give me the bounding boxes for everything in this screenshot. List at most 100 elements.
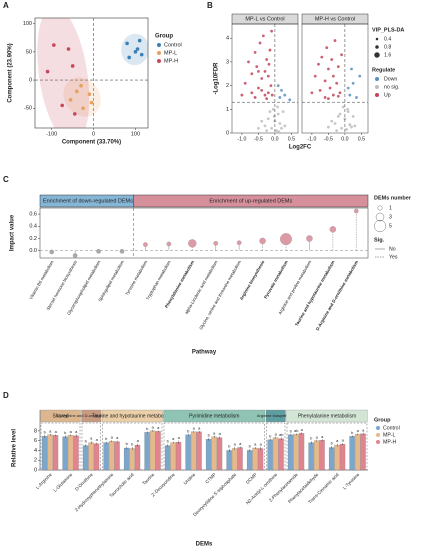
bar — [93, 443, 100, 471]
bar — [293, 434, 299, 471]
point — [135, 47, 140, 51]
y-tick-label: 0 — [226, 130, 229, 136]
legend-marker — [157, 59, 161, 63]
point — [257, 86, 260, 90]
x-tick-label: -100 — [46, 131, 57, 137]
bar — [216, 437, 223, 471]
lollipop-head — [306, 235, 313, 242]
point — [330, 58, 334, 61]
point — [250, 72, 254, 76]
point — [270, 29, 273, 33]
lollipop-head — [119, 248, 125, 254]
point — [327, 67, 330, 71]
point — [89, 100, 94, 105]
point — [351, 81, 355, 85]
bar — [170, 442, 176, 471]
legend-marker — [375, 93, 379, 97]
lollipop-head — [329, 226, 337, 233]
y-tick-label: 1 — [226, 107, 229, 113]
significance-letter: a — [213, 430, 216, 435]
legend-label: no sig. — [384, 84, 399, 90]
point — [125, 41, 129, 46]
significance-letter: b — [126, 441, 129, 446]
point — [346, 107, 349, 111]
y-tick-label: -50 — [24, 106, 32, 112]
y-tick-label: 100 — [23, 21, 32, 27]
significance-letter: b — [290, 428, 293, 433]
y-axis-label: -Log10FDR — [214, 62, 220, 95]
point — [338, 91, 342, 95]
bar — [231, 448, 238, 471]
point — [276, 105, 279, 109]
bar — [319, 440, 325, 471]
point — [345, 128, 348, 131]
significance-letter: a — [316, 434, 319, 439]
bar — [287, 434, 294, 471]
point — [333, 122, 337, 125]
point — [271, 107, 275, 111]
size-legend-marker — [375, 37, 379, 41]
point — [283, 93, 287, 97]
point — [330, 119, 334, 123]
point — [336, 115, 340, 118]
point — [348, 93, 352, 97]
point — [283, 124, 287, 128]
x-tick-label: 100 — [131, 131, 140, 137]
significance-letter: b — [228, 444, 231, 449]
size-legend-marker — [374, 52, 380, 58]
significance-letter: a — [321, 434, 324, 439]
point — [75, 89, 79, 94]
plot-clip — [37, 18, 148, 128]
point — [133, 50, 138, 54]
significance-letter: a — [55, 429, 58, 434]
point — [270, 126, 273, 130]
point — [270, 93, 274, 97]
x-tick-label: 0.0 — [341, 136, 348, 142]
point — [346, 110, 350, 114]
group-box — [102, 422, 163, 471]
x-tick-label: -0.5 — [254, 136, 263, 142]
lollipop-head — [259, 237, 266, 245]
legend-title: Sig. — [374, 237, 385, 243]
y-tick-label: 2 — [34, 458, 37, 464]
point — [87, 92, 92, 96]
significance-letter: a — [198, 425, 201, 430]
bar — [308, 442, 314, 471]
confidence-ellipse — [121, 33, 148, 66]
point — [343, 117, 347, 121]
significance-letter: a — [342, 438, 345, 443]
point — [323, 96, 327, 99]
x-tick-label: Taurine — [141, 472, 155, 486]
point — [247, 60, 250, 64]
significance-letter: a — [70, 429, 73, 434]
point — [68, 97, 73, 102]
point — [269, 84, 273, 88]
group-box — [40, 422, 81, 471]
legend-label: 1 — [389, 205, 392, 211]
point — [281, 110, 285, 114]
lollipop-head — [188, 239, 197, 248]
x-tick-label: 0 — [92, 131, 95, 137]
bar — [175, 442, 182, 471]
point — [348, 123, 352, 127]
bar — [52, 435, 59, 471]
x-tick-label: L-Tyrosine — [342, 472, 361, 491]
y-tick-label: 0.6 — [29, 212, 37, 218]
legend-marker — [376, 426, 380, 430]
significance-letter: b — [351, 430, 354, 435]
x-tick-label: 2-Hydroxyphenethylamine — [74, 472, 115, 513]
lollipop-head — [353, 208, 359, 214]
significance-letter: a — [116, 435, 119, 440]
bar — [246, 450, 253, 471]
x-tick-label: D-Ornithine — [74, 472, 94, 492]
point — [250, 91, 254, 95]
point — [355, 96, 358, 99]
point — [257, 69, 260, 73]
significance-letter: b — [146, 426, 149, 431]
bar — [298, 433, 305, 471]
legend-label: 1.6 — [384, 52, 391, 58]
bar — [123, 447, 130, 471]
legend-label: MP-H — [164, 58, 178, 64]
bar — [205, 439, 212, 471]
point — [317, 62, 320, 66]
